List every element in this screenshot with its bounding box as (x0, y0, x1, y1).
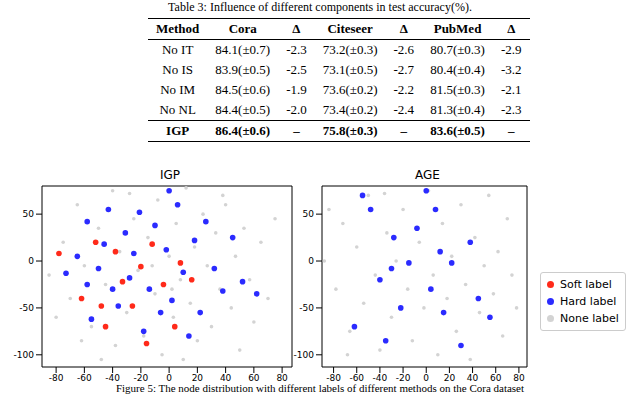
svg-text:0: 0 (28, 256, 34, 266)
svg-text:50: 50 (23, 209, 35, 219)
html-text:-2.1: -2.1 (500, 82, 522, 97)
svg-text:60: 60 (490, 373, 502, 383)
svg-text:20: 20 (192, 373, 204, 383)
svg-text:-100: -100 (14, 350, 35, 360)
html-text:80.7(±0.3): 80.7(±0.3) (430, 42, 485, 57)
html-text:83.6(±0.5): 83.6(±0.5) (430, 123, 485, 138)
html-text:73.1(±0.5): 73.1(±0.5) (322, 62, 378, 77)
svg-text:-60: -60 (349, 373, 364, 383)
html-text:IGP: IGP (166, 123, 190, 138)
html-text:Hard label: Hard label (560, 295, 617, 308)
html-text:Table 3: Influence of differen: Table 3: Influence of different componen… (168, 0, 472, 14)
html-text:84.4(±0.5): 84.4(±0.5) (215, 102, 271, 117)
svg-text:60: 60 (248, 373, 260, 383)
html-text:Δ: Δ (292, 21, 301, 36)
html-text:86.4(±0.6): 86.4(±0.6) (215, 123, 271, 138)
html-text:81.3(±0.4): 81.3(±0.4) (430, 102, 485, 117)
html-text:Soft label: Soft label (560, 278, 612, 291)
html-text:Citeseer: Citeseer (327, 21, 373, 36)
svg-text:0: 0 (423, 373, 429, 383)
html-text:-2.7: -2.7 (393, 62, 415, 77)
html-text:Figure 5: The node distributio: Figure 5: The node distribution with dif… (115, 382, 525, 394)
html-text:-2.4: -2.4 (393, 102, 415, 117)
html-text:No IS: No IS (162, 62, 193, 77)
html-text:81.5(±0.3): 81.5(±0.3) (430, 82, 485, 97)
svg-text:-40: -40 (105, 373, 120, 383)
html-text:No IT: No IT (162, 42, 194, 57)
html-text:75.8(±0.3): 75.8(±0.3) (322, 123, 378, 138)
svg-text:-60: -60 (77, 373, 92, 383)
svg-text:50: 50 (303, 209, 315, 219)
html-text:73.4(±0.2): 73.4(±0.2) (322, 102, 378, 117)
html-text:-2.0: -2.0 (286, 102, 307, 117)
html-text:IGP: IGP (160, 168, 180, 182)
html-text:No IM: No IM (160, 82, 196, 97)
html-text:-2.3: -2.3 (286, 42, 307, 57)
html-text:-2.9: -2.9 (500, 42, 522, 57)
html-text:-1.9: -1.9 (286, 82, 307, 97)
html-text:80.4(±0.4): 80.4(±0.4) (430, 62, 485, 77)
svg-text:40: 40 (220, 373, 232, 383)
svg-text:-100: -100 (294, 350, 315, 360)
html-text:None label: None label (560, 312, 619, 325)
svg-text:-80: -80 (49, 373, 64, 383)
html-text:-2.6: -2.6 (393, 42, 415, 57)
html-text:Δ: Δ (507, 21, 516, 36)
html-text:AGE: AGE (415, 168, 440, 182)
html-text:73.2(±0.3): 73.2(±0.3) (322, 42, 378, 57)
svg-text:-20: -20 (396, 373, 411, 383)
html-text:-2.2: -2.2 (393, 82, 415, 97)
html-text:83.9(±0.5): 83.9(±0.5) (215, 62, 271, 77)
svg-text:-40: -40 (373, 373, 388, 383)
html-text:-3.2: -3.2 (500, 62, 522, 77)
html-text:73.6(±0.2): 73.6(±0.2) (322, 82, 378, 97)
svg-text:40: 40 (467, 373, 479, 383)
html-text:-2.3: -2.3 (500, 102, 522, 117)
html-text:Method: Method (156, 21, 200, 36)
html-text:Cora: Cora (228, 21, 257, 36)
html-text:PubMed: PubMed (433, 21, 482, 36)
html-text:84.5(±0.6): 84.5(±0.6) (215, 82, 271, 97)
svg-text:80: 80 (513, 373, 525, 383)
svg-text:0: 0 (166, 373, 172, 383)
html-text:Δ: Δ (399, 21, 408, 36)
svg-text:-20: -20 (134, 373, 149, 383)
svg-text:-50: -50 (299, 303, 314, 313)
svg-text:80: 80 (276, 373, 288, 383)
html-text:84.1(±0.7): 84.1(±0.7) (215, 42, 271, 57)
svg-text:-50: -50 (19, 303, 34, 313)
svg-text:0: 0 (308, 256, 314, 266)
html-text:No NL: No NL (159, 102, 196, 117)
svg-text:-80: -80 (326, 373, 341, 383)
svg-text:20: 20 (444, 373, 456, 383)
html-text:-2.5: -2.5 (286, 62, 307, 77)
